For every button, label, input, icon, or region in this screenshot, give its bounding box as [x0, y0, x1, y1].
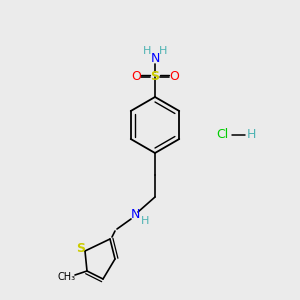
Text: N: N — [150, 52, 160, 65]
Text: H: H — [143, 46, 151, 56]
Text: O: O — [169, 70, 179, 83]
Text: CH₃: CH₃ — [58, 272, 76, 282]
Text: H: H — [246, 128, 256, 142]
Text: S: S — [151, 70, 160, 83]
Text: N: N — [130, 208, 140, 221]
Text: H: H — [141, 216, 149, 226]
Text: H: H — [159, 46, 167, 56]
Text: S: S — [76, 242, 85, 256]
Text: Cl: Cl — [216, 128, 228, 142]
Text: O: O — [131, 70, 141, 83]
